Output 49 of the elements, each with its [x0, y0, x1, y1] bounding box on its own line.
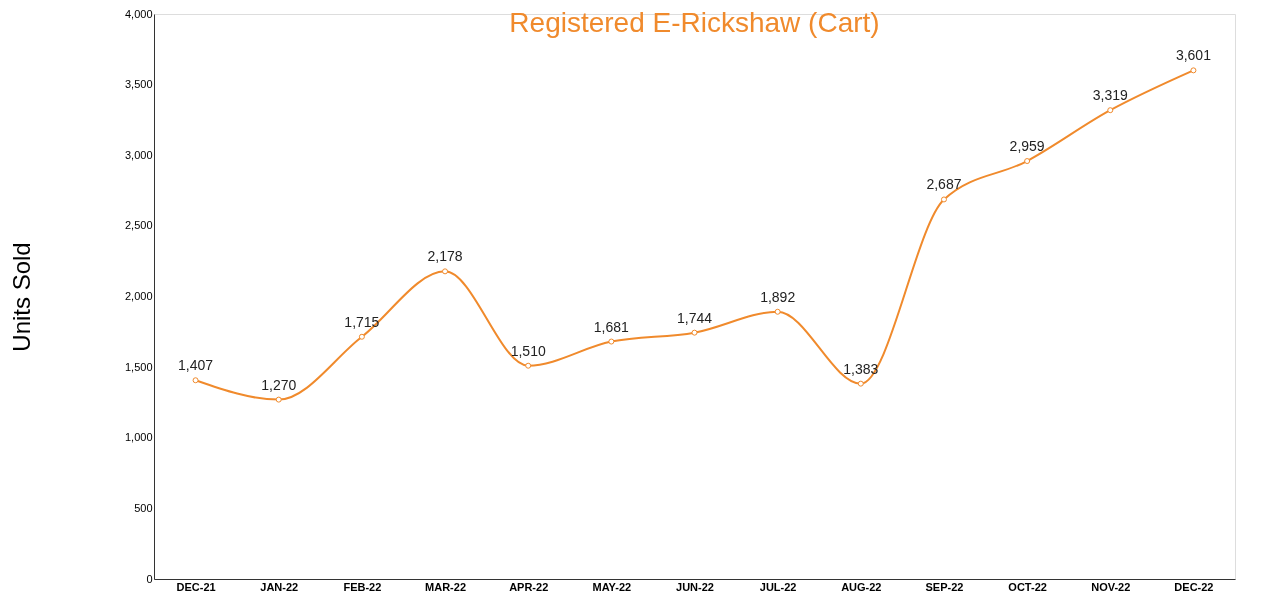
x-tick-label: JUL-22	[759, 580, 797, 593]
y-tick-label: 3,500	[124, 78, 153, 91]
x-tick-label: AUG-22	[841, 580, 882, 593]
data-label: 1,270	[261, 376, 297, 393]
point	[525, 362, 532, 369]
data-label: 2,959	[1009, 138, 1045, 155]
data-label: 3,319	[1092, 87, 1128, 104]
y-tick-label: 1,000	[124, 431, 153, 444]
y-axis-title: Units Sold	[7, 242, 35, 352]
point	[691, 329, 698, 336]
point	[1024, 158, 1031, 165]
y-tick-label: 1,500	[124, 360, 153, 373]
point	[774, 308, 781, 315]
y-tick-label: 3,000	[124, 148, 153, 161]
point	[608, 338, 615, 345]
y-tick-label: 4,000	[124, 7, 153, 20]
data-label: 2,687	[926, 176, 962, 193]
y-tick-label: 2,000	[124, 290, 153, 302]
x-tick-label: OCT-22	[1008, 580, 1047, 593]
y-tick-label: 500	[134, 501, 153, 514]
x-tick-label: DEC-22	[1174, 580, 1214, 593]
y-tick-label: 2,500	[124, 219, 153, 232]
point	[442, 268, 449, 275]
x-tick-label: NOV-22	[1091, 580, 1131, 593]
data-label: 1,715	[344, 313, 380, 330]
data-label: 1,892	[760, 288, 796, 305]
data-label: 1,407	[178, 357, 214, 374]
chart-title: Registered E-Rickshaw (Cart)	[509, 7, 880, 38]
point	[192, 377, 199, 384]
data-label: 2,178	[427, 248, 463, 265]
data-label: 1,510	[510, 342, 546, 359]
x-tick-label: JUN-22	[676, 580, 714, 593]
x-tick-label: FEB-22	[343, 580, 382, 593]
y-tick-label: 0	[146, 572, 153, 585]
point	[358, 333, 365, 340]
x-tick-label: SEP-22	[925, 580, 964, 593]
point	[857, 380, 864, 387]
x-tick-label: DEC-21	[176, 580, 216, 593]
point	[1190, 67, 1197, 74]
x-tick-label: JAN-22	[260, 580, 299, 593]
point	[275, 396, 282, 403]
x-tick-label: MAY-22	[592, 580, 632, 593]
data-label: 1,744	[676, 309, 713, 326]
data-label: 3,601	[1175, 47, 1212, 64]
x-tick-label: MAR-22	[425, 580, 467, 593]
point	[1107, 107, 1114, 114]
data-label: 1,681	[593, 318, 630, 335]
x-tick-label: APR-22	[509, 580, 549, 593]
point	[940, 196, 947, 203]
